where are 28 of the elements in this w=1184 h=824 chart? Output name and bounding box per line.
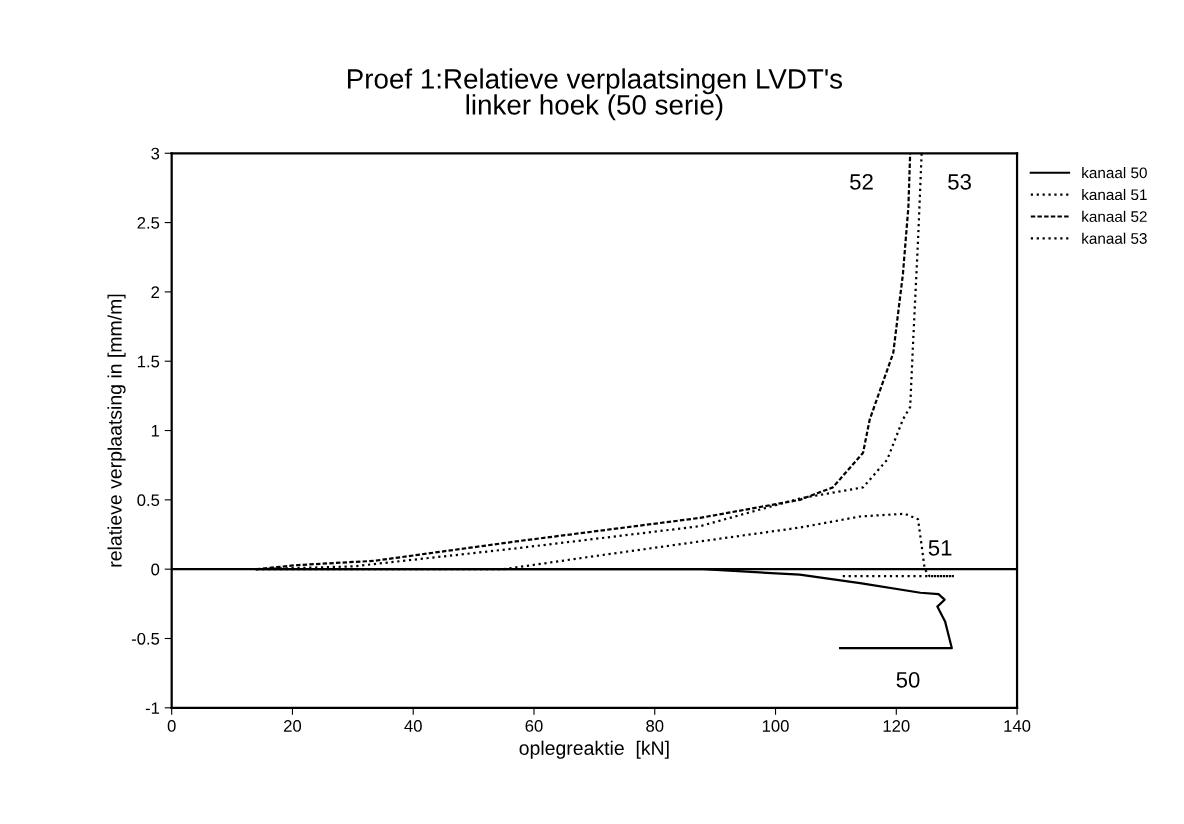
annotation: 50 bbox=[896, 671, 920, 688]
y-tick-label: -1 bbox=[145, 702, 160, 714]
y-tick-label: 0 bbox=[151, 563, 160, 576]
x-axis-title: oplegreaktie [kN] bbox=[519, 740, 669, 759]
y-tick-label: 1 bbox=[151, 425, 160, 437]
x-tick-label: 0 bbox=[167, 720, 176, 732]
y-tick-label: 0.5 bbox=[137, 494, 160, 507]
x-tick-label: 100 bbox=[762, 720, 789, 732]
y-axis-title: relatieve verplaatsing in [mm/m] bbox=[107, 294, 126, 567]
y-tick-label: 3 bbox=[151, 147, 160, 160]
legend-label: kanaal 53 bbox=[1082, 232, 1147, 244]
annotation: 51 bbox=[928, 540, 952, 556]
y-tick-label: 2 bbox=[151, 286, 160, 298]
y-tick-label: -0.5 bbox=[131, 632, 160, 645]
legend-label: kanaal 52 bbox=[1082, 210, 1147, 222]
annotation: 53 bbox=[948, 173, 971, 190]
x-tick-label: 20 bbox=[284, 720, 302, 732]
legend-label: kanaal 51 bbox=[1082, 188, 1147, 201]
x-tick-label: 140 bbox=[1004, 720, 1031, 732]
x-tick-label: 120 bbox=[883, 720, 910, 732]
legend-label: kanaal 50 bbox=[1082, 167, 1147, 179]
x-tick-label: 40 bbox=[404, 720, 422, 732]
chart-title: Proef 1:Relatieve verplaatsingen LVDT's linker hoek (50 serie) bbox=[347, 68, 843, 121]
annotation: 52 bbox=[850, 173, 873, 190]
y-tick-label: 2.5 bbox=[137, 216, 160, 229]
x-tick-label: 80 bbox=[646, 720, 664, 732]
y-tick-label: 1.5 bbox=[137, 355, 160, 368]
x-tick-label: 60 bbox=[525, 720, 543, 732]
